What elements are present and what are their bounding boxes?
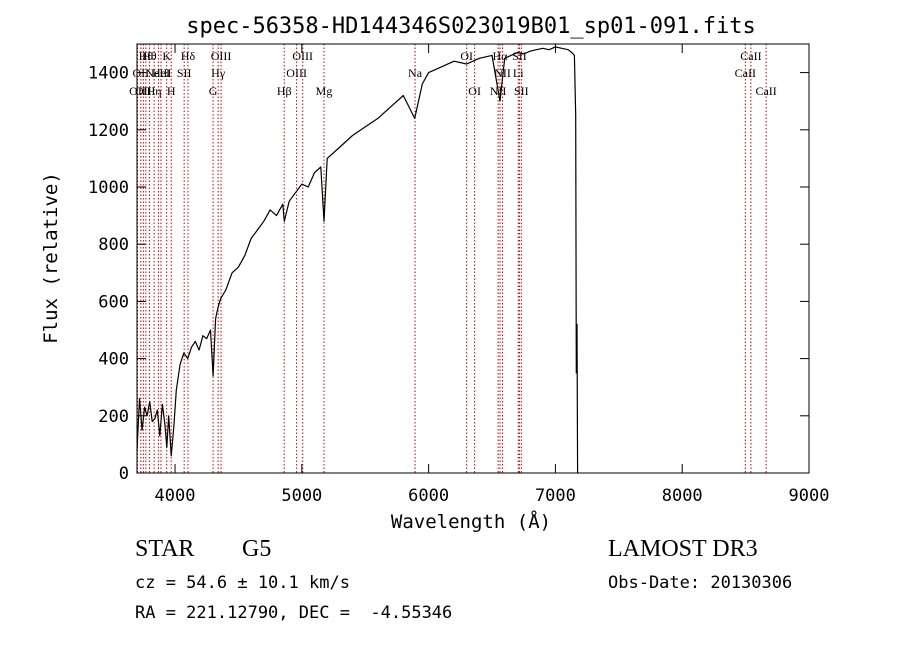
line-label-20: OI — [460, 49, 473, 63]
line-label-15: Hβ — [277, 84, 292, 98]
y-tick-label-400: 400 — [98, 350, 129, 370]
plot-frame — [136, 43, 810, 474]
spectrum-chart: spec-56358-HD144346S023019B01_sp01-091.f… — [40, 14, 830, 533]
line-label-16: OIII — [286, 66, 307, 80]
x-tick-label-4000: 4000 — [155, 486, 196, 506]
obs-date: Obs-Date: 20130306 — [608, 573, 793, 593]
line-label-4: Hθ — [142, 49, 157, 63]
x-tick-label-8000: 8000 — [662, 486, 703, 506]
x-tick-label-7000: 7000 — [535, 486, 576, 506]
line-label-6: NeIII — [145, 66, 171, 80]
x-axis-ticks: 4000 5000 6000 7000 8000 9000 — [155, 44, 830, 506]
line-label-28: CaII — [735, 66, 756, 80]
line-label-8: K — [162, 49, 171, 63]
spectral-line-markers — [137, 44, 767, 473]
object-subclass: G5 — [242, 536, 272, 562]
coordinates: RA = 221.12790, DEC = -4.55346 — [135, 603, 453, 623]
line-label-29: CaII — [740, 49, 761, 63]
line-label-0: OII — [129, 84, 146, 98]
line-label-25: Li — [513, 66, 524, 80]
x-tick-label-9000: 9000 — [789, 486, 830, 506]
line-label-27: SII — [514, 84, 529, 98]
line-label-19: Na — [408, 66, 423, 80]
object-class: STAR — [135, 536, 195, 562]
spectrum-line-0 — [136, 46, 579, 474]
y-tick-label-600: 600 — [98, 292, 129, 312]
line-label-2: OII — [135, 84, 152, 98]
line-label-12: G — [209, 84, 218, 98]
line-label-17: OIII — [292, 49, 313, 63]
y-tick-label-1000: 1000 — [88, 178, 129, 198]
line-label-23: Hα — [493, 49, 509, 63]
y-tick-label-0: 0 — [119, 464, 129, 484]
y-axis-label: Flux (relative) — [40, 172, 62, 344]
spectral-line-labels: OIIOIIOIIHθHθHηNeIIIHeIKHSIIHδGHγOIIIHβO… — [129, 49, 777, 98]
line-label-30: CaII — [755, 84, 776, 98]
y-tick-label-1200: 1200 — [88, 121, 129, 141]
x-tick-label-5000: 5000 — [281, 486, 322, 506]
redshift-cz: cz = 54.6 ± 10.1 km/s — [135, 573, 350, 593]
y-axis-ticks: 0 200 400 600 800 1000 1200 1400 — [88, 64, 809, 484]
spectrum-series — [136, 46, 579, 474]
line-label-5: Hη — [147, 84, 162, 98]
line-label-18: Mg — [316, 84, 333, 98]
survey-name: LAMOST DR3 — [608, 536, 758, 562]
line-label-11: Hδ — [181, 49, 196, 63]
x-axis-label: Wavelength (Å) — [391, 510, 551, 533]
line-label-3: Hθ — [139, 49, 154, 63]
line-label-26: SII — [512, 49, 527, 63]
chart-title: spec-56358-HD144346S023019B01_sp01-091.f… — [186, 14, 756, 39]
line-label-21: OI — [468, 84, 481, 98]
x-tick-label-6000: 6000 — [408, 486, 449, 506]
line-label-13: Hγ — [211, 66, 226, 80]
y-tick-label-1400: 1400 — [88, 64, 129, 84]
line-label-14: OIII — [211, 49, 232, 63]
line-label-9: H — [167, 84, 176, 98]
y-tick-label-200: 200 — [98, 407, 129, 427]
line-label-7: HeI — [152, 66, 170, 80]
line-label-10: SII — [177, 66, 192, 80]
y-tick-label-800: 800 — [98, 235, 129, 255]
